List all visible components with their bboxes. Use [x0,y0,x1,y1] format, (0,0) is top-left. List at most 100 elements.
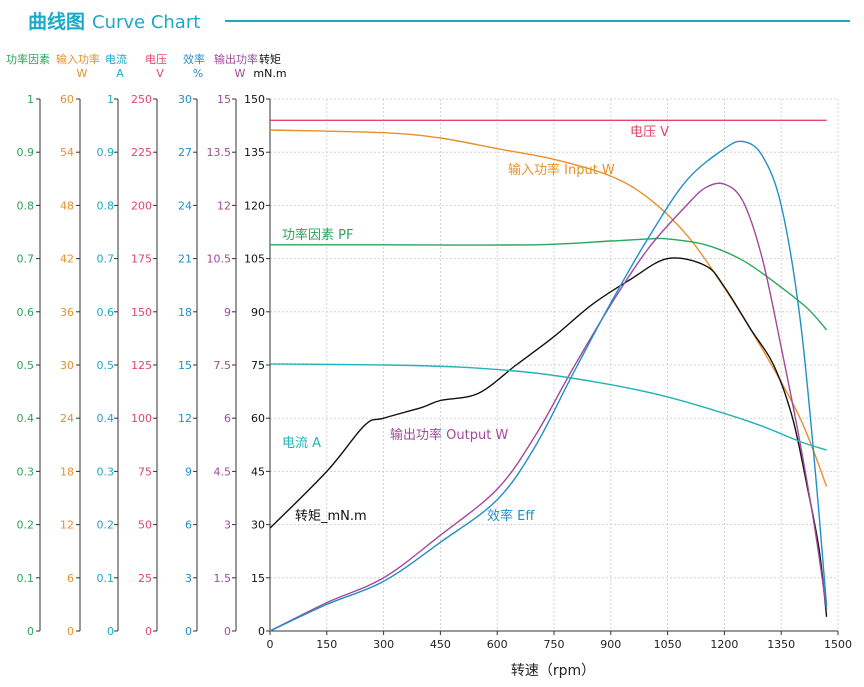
y-tick-label: 9 [185,465,192,478]
y-tick-label: 42 [60,253,74,266]
series-line [270,237,828,331]
x-tick-label: 1350 [767,638,795,651]
y-tick-label: 105 [244,253,265,266]
y-tick-label: 0.9 [97,146,115,159]
y-tick-label: 45 [251,465,265,478]
y-tick-label: 175 [131,253,152,266]
y-tick-label: 12 [217,199,231,212]
x-axis: 0 150 300 450 600 750 900 1050 1200 1350 1500 [267,631,852,651]
y-tick-label: 0 [185,625,192,638]
y-axis-volt: 0 25 50 75 100 125 150 175 200 225 250 电压V [131,53,167,638]
x-tick-label: 1050 [654,638,682,651]
y-tick-label: 150 [244,93,265,106]
y-axis-cur: 0 0.1 0.2 0.3 0.4 0.5 0.6 0.7 0.8 0.9 1 电流A [97,52,128,638]
y-axis-title: 输出功率 [214,52,258,66]
series-line [269,257,828,617]
y-axis-title: 功率因素 [6,52,50,66]
y-tick-label: 18 [178,306,192,319]
y-tick-label: 13.5 [207,146,232,159]
y-tick-label: 1 [107,93,114,106]
y-tick-label: 0.7 [17,253,35,266]
y-tick-label: 6 [67,572,74,585]
y-tick-label: 125 [131,359,152,372]
x-tick-label: 0 [267,638,274,651]
y-tick-label: 30 [60,359,74,372]
y-tick-label: 15 [217,93,231,106]
y-axis-eff: 0 3 6 9 12 15 18 21 24 27 30 效率% [178,52,205,638]
y-tick-label: 54 [60,146,74,159]
series-line [269,129,828,487]
y-tick-label: 0.7 [97,253,115,266]
series-line [269,363,827,451]
y-tick-label: 0 [27,625,34,638]
y-tick-label: 3 [224,519,231,532]
y-tick-label: 4.5 [214,465,232,478]
y-tick-label: 25 [138,572,152,585]
y-tick-label: 24 [178,199,192,212]
y-tick-label: 6 [224,412,231,425]
y-tick-label: 60 [60,93,74,106]
y-tick-label: 12 [178,412,192,425]
x-tick-label: 300 [373,638,394,651]
y-tick-label: 21 [178,253,192,266]
y-tick-label: 36 [60,306,74,319]
y-tick-label: 75 [138,465,152,478]
series-label: 电压 V [630,125,669,140]
y-tick-label: 6 [185,519,192,532]
title-cn: 曲线图 [28,10,85,33]
y-tick-label: 10.5 [207,253,232,266]
x-tick-label: 150 [316,638,337,651]
y-tick-label: 15 [251,572,265,585]
y-tick-label: 0.4 [97,412,115,425]
y-tick-label: 135 [244,146,265,159]
y-tick-label: 15 [178,359,192,372]
y-tick-label: 0 [67,625,74,638]
y-axis-unit: W [77,67,88,80]
y-tick-label: 0 [107,625,114,638]
y-tick-label: 90 [251,306,265,319]
x-tick-label: 600 [487,638,508,651]
y-tick-label: 7.5 [214,359,232,372]
y-tick-label: 0.6 [97,306,115,319]
y-tick-label: 60 [251,412,265,425]
y-tick-label: 12 [60,519,74,532]
y-tick-label: 24 [60,412,74,425]
x-axis-label: 转速（rpm） [511,663,595,679]
y-tick-label: 18 [60,465,74,478]
series-label: 功率因素 PF [282,227,353,243]
y-axis-title: 输入功率 [56,52,100,66]
y-axis-unit: % [193,67,203,80]
y-axis-title: 效率 [183,52,205,66]
y-axis-title: 转矩 [259,52,281,66]
y-tick-label: 0.3 [17,465,35,478]
y-tick-label: 0 [224,625,231,638]
y-tick-label: 0.2 [97,519,115,532]
series-label: 输入功率 Input W [508,162,615,178]
series-label: 效率 Eff [487,508,535,524]
y-axis-pf: 0 0.1 0.2 0.3 0.4 0.5 0.6 0.7 0.8 0.9 1 功率因素 [6,52,50,638]
y-tick-label: 30 [178,93,192,106]
y-tick-label: 0.6 [17,306,35,319]
y-tick-label: 100 [131,412,152,425]
series-line [269,140,828,632]
y-tick-label: 120 [244,199,265,212]
series-lines [269,119,828,632]
y-tick-label: 3 [185,572,192,585]
y-axis-title: 电压 [145,53,167,66]
y-tick-label: 50 [138,519,152,532]
y-tick-label: 75 [251,359,265,372]
y-axes: 0 0.1 0.2 0.3 0.4 0.5 0.6 0.7 0.8 0.9 1 功率因素 0 6 12 18 2… [6,52,287,638]
y-tick-label: 250 [131,93,152,106]
y-tick-label: 0.4 [17,412,35,425]
y-tick-label: 150 [131,306,152,319]
y-tick-label: 0 [258,625,265,638]
y-tick-label: 225 [131,146,152,159]
y-axis-unit: A [116,67,124,80]
y-tick-label: 1 [27,93,34,106]
y-tick-label: 0.2 [17,519,35,532]
y-tick-label: 1.5 [214,572,232,585]
